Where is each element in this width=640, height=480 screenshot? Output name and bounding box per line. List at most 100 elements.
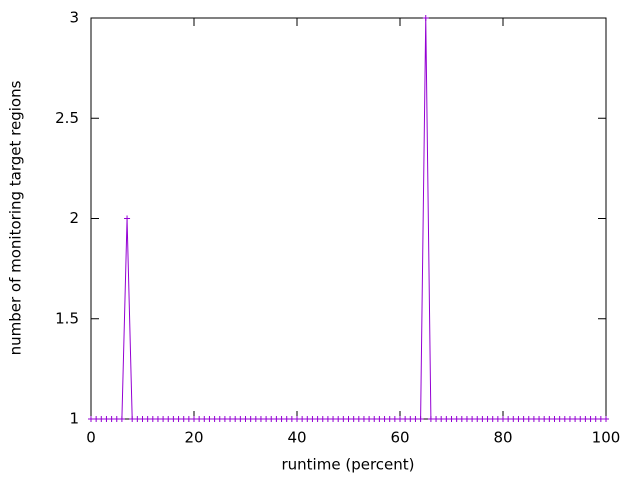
data-point	[551, 416, 558, 422]
data-point	[196, 416, 203, 422]
data-point	[103, 416, 110, 422]
x-tick-label: 80	[493, 429, 512, 447]
data-point	[412, 416, 419, 422]
data-point	[206, 416, 213, 422]
data-point	[108, 416, 115, 422]
data-point	[458, 416, 465, 422]
data-point	[536, 416, 543, 422]
data-point	[124, 215, 131, 222]
data-point	[494, 416, 501, 422]
data-point	[566, 416, 573, 422]
data-point	[443, 416, 450, 422]
data-point	[541, 416, 548, 422]
data-point	[345, 416, 352, 422]
data-point	[448, 416, 455, 422]
data-point	[118, 416, 125, 422]
data-point	[88, 416, 94, 422]
data-point	[438, 416, 445, 422]
data-point	[175, 416, 182, 422]
data-point	[520, 416, 527, 422]
data-point	[500, 416, 506, 422]
data-point	[417, 416, 424, 422]
data-point	[433, 416, 440, 422]
data-point	[309, 416, 316, 422]
data-point	[469, 416, 476, 422]
data-point	[402, 416, 409, 422]
data-point	[134, 416, 141, 422]
data-point	[185, 416, 192, 422]
x-axis-label: runtime (percent)	[282, 456, 415, 474]
data-point	[386, 416, 393, 422]
data-point	[587, 416, 594, 422]
data-point	[350, 416, 357, 422]
data-point	[340, 416, 347, 422]
data-point	[304, 416, 311, 422]
data-point	[381, 416, 388, 422]
data-point	[530, 416, 537, 422]
data-point	[273, 416, 280, 422]
data-point	[294, 416, 300, 422]
data-point	[427, 416, 434, 422]
data-point	[93, 416, 100, 422]
data-point	[463, 416, 470, 422]
data-point	[113, 416, 120, 422]
data-line	[91, 17, 606, 420]
y-tick-label: 3	[69, 9, 79, 27]
data-point	[278, 416, 285, 422]
data-point	[592, 416, 599, 422]
data-point	[376, 416, 383, 422]
data-point	[335, 416, 342, 422]
data-point	[170, 416, 177, 422]
data-point	[505, 416, 512, 422]
x-tick-label: 60	[390, 429, 409, 447]
data-point	[149, 416, 156, 422]
data-point	[211, 416, 218, 422]
x-tick-label: 0	[86, 429, 96, 447]
data-point	[597, 416, 604, 422]
data-point	[515, 416, 522, 422]
y-tick-label: 1.5	[55, 309, 79, 327]
data-point	[407, 416, 414, 422]
data-point	[525, 416, 532, 422]
data-point	[479, 416, 486, 422]
data-point	[257, 416, 264, 422]
x-tick-label: 100	[592, 429, 621, 447]
data-point	[201, 416, 208, 422]
data-point	[360, 416, 367, 422]
data-point	[582, 416, 589, 422]
y-tick-label: 2	[69, 209, 79, 227]
data-point	[391, 416, 398, 422]
data-point	[221, 416, 228, 422]
data-point	[160, 416, 167, 422]
data-point	[355, 416, 362, 422]
data-point	[283, 416, 290, 422]
data-point	[252, 416, 259, 422]
data-point	[216, 416, 223, 422]
data-point	[484, 416, 491, 422]
data-point	[453, 416, 460, 422]
data-point	[268, 416, 275, 422]
plot-border	[90, 17, 607, 420]
data-point	[144, 416, 151, 422]
data-point	[561, 416, 568, 422]
data-point	[232, 416, 239, 422]
data-point	[489, 416, 496, 422]
data-point	[242, 416, 249, 422]
data-point	[397, 416, 403, 422]
data-point	[546, 416, 553, 422]
data-point	[474, 416, 481, 422]
data-point	[227, 416, 234, 422]
y-axis-label: number of monitoring target regions	[7, 80, 25, 355]
data-point	[299, 416, 306, 422]
x-tick-label: 20	[184, 429, 203, 447]
data-point	[314, 416, 321, 422]
data-point	[129, 416, 136, 422]
data-point	[319, 416, 326, 422]
data-point	[139, 416, 146, 422]
data-point	[247, 416, 254, 422]
y-tick-label: 1	[69, 410, 79, 428]
data-point	[577, 416, 584, 422]
x-tick-label: 40	[287, 429, 306, 447]
data-point	[422, 15, 429, 21]
